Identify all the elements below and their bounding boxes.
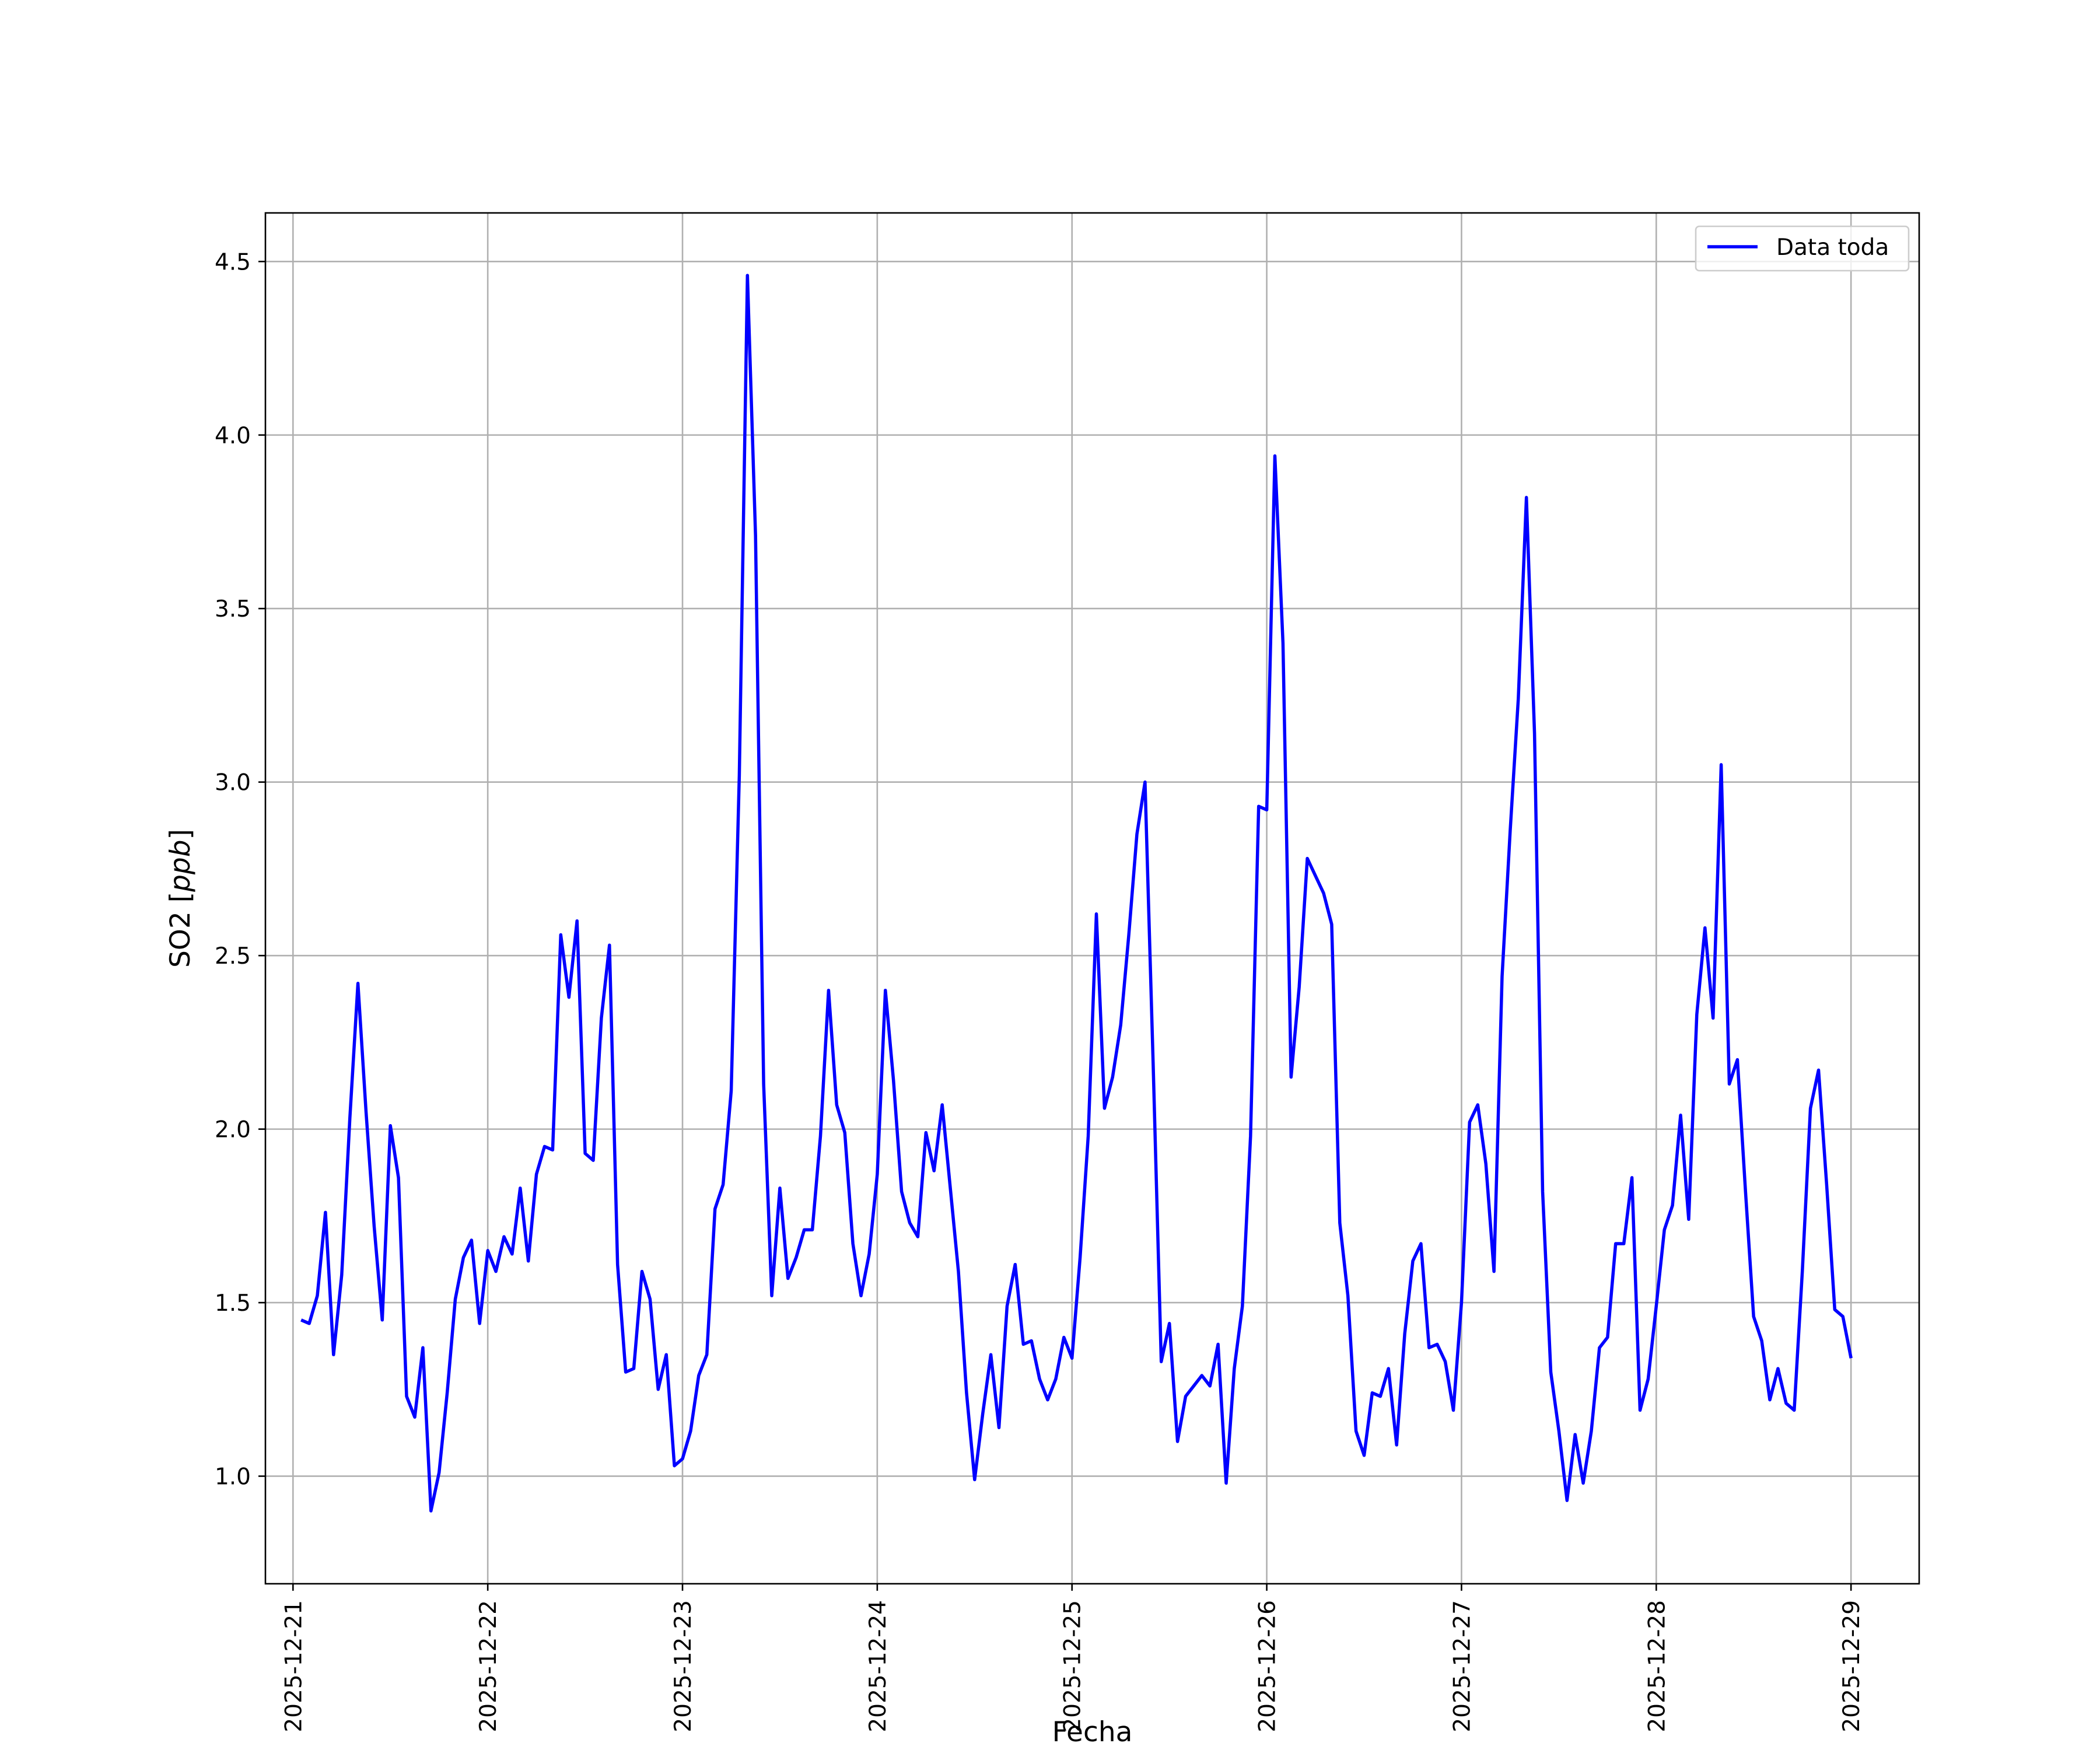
- x-tick-label: 2025-12-27: [1449, 1600, 1475, 1732]
- y-tick-label: 2.5: [215, 943, 251, 970]
- plot-frame: [264, 212, 1920, 1585]
- y-axis-label-italic: ppb: [164, 839, 197, 892]
- x-tick-label: 2025-12-23: [670, 1600, 696, 1732]
- legend: Data toda: [1695, 225, 1910, 272]
- x-tick-label: 2025-12-29: [1839, 1600, 1865, 1732]
- series-line-0: [300, 274, 1853, 1513]
- x-tick-label: 2025-12-24: [865, 1600, 891, 1732]
- x-tick-label: 2025-12-21: [281, 1600, 307, 1732]
- x-tick-label: 2025-12-22: [475, 1600, 502, 1732]
- x-tick-label: 2025-12-28: [1644, 1600, 1670, 1732]
- x-tick-label: 2025-12-26: [1255, 1600, 1281, 1732]
- grid-layer: [265, 213, 1919, 1584]
- y-axis-label: SO2 [ppb]: [164, 829, 197, 968]
- y-axis-label-close: ]: [164, 829, 197, 839]
- y-tick-label: 4.0: [215, 423, 251, 449]
- frame-layer: [264, 212, 1920, 1585]
- x-axis-label: Fecha: [1052, 1716, 1133, 1748]
- y-axis-label-plain: SO2 [: [164, 892, 197, 968]
- legend-box: [1695, 225, 1910, 272]
- y-tick-label: 1.5: [215, 1290, 251, 1317]
- y-tick-label: 3.0: [215, 770, 251, 796]
- y-tick-label: 4.5: [215, 249, 251, 275]
- y-tick-label: 3.5: [215, 596, 251, 622]
- y-tick-label: 1.0: [215, 1464, 251, 1490]
- series-layer: [300, 274, 1853, 1513]
- legend-entry-label: Data toda: [1776, 235, 1889, 261]
- y-tick-label: 2.0: [215, 1117, 251, 1143]
- x-tick-label: 2025-12-25: [1060, 1600, 1086, 1732]
- tick-layer: 2025-12-21 2025-12-22 2025-12-23 2025-12-24…: [215, 249, 1865, 1732]
